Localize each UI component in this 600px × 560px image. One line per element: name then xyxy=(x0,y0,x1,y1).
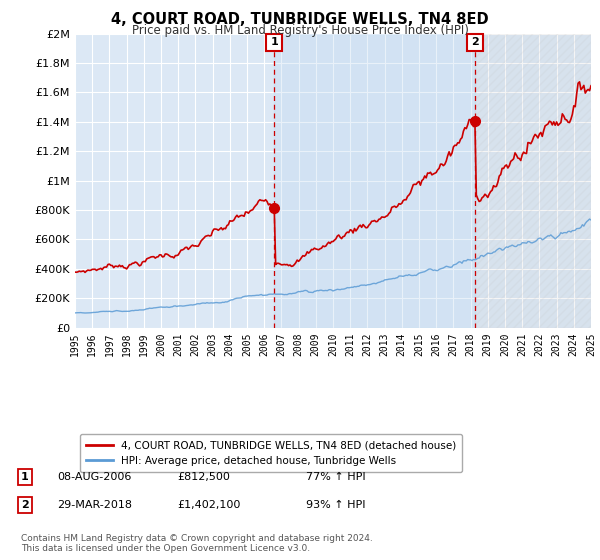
Text: Price paid vs. HM Land Registry's House Price Index (HPI): Price paid vs. HM Land Registry's House … xyxy=(131,24,469,36)
Text: 2: 2 xyxy=(471,38,479,48)
Text: 93% ↑ HPI: 93% ↑ HPI xyxy=(306,500,365,510)
Text: 29-MAR-2018: 29-MAR-2018 xyxy=(57,500,132,510)
Text: £1,402,100: £1,402,100 xyxy=(177,500,241,510)
Text: 1: 1 xyxy=(271,38,278,48)
Text: 08-AUG-2006: 08-AUG-2006 xyxy=(57,472,131,482)
Text: 1: 1 xyxy=(21,472,29,482)
Text: £812,500: £812,500 xyxy=(177,472,230,482)
Text: Contains HM Land Registry data © Crown copyright and database right 2024.
This d: Contains HM Land Registry data © Crown c… xyxy=(21,534,373,553)
Bar xyxy=(274,34,475,328)
Bar xyxy=(475,34,591,328)
Text: 2: 2 xyxy=(21,500,29,510)
Text: 4, COURT ROAD, TUNBRIDGE WELLS, TN4 8ED: 4, COURT ROAD, TUNBRIDGE WELLS, TN4 8ED xyxy=(111,12,489,27)
Text: 77% ↑ HPI: 77% ↑ HPI xyxy=(306,472,365,482)
Legend: 4, COURT ROAD, TUNBRIDGE WELLS, TN4 8ED (detached house), HPI: Average price, de: 4, COURT ROAD, TUNBRIDGE WELLS, TN4 8ED … xyxy=(80,434,463,472)
